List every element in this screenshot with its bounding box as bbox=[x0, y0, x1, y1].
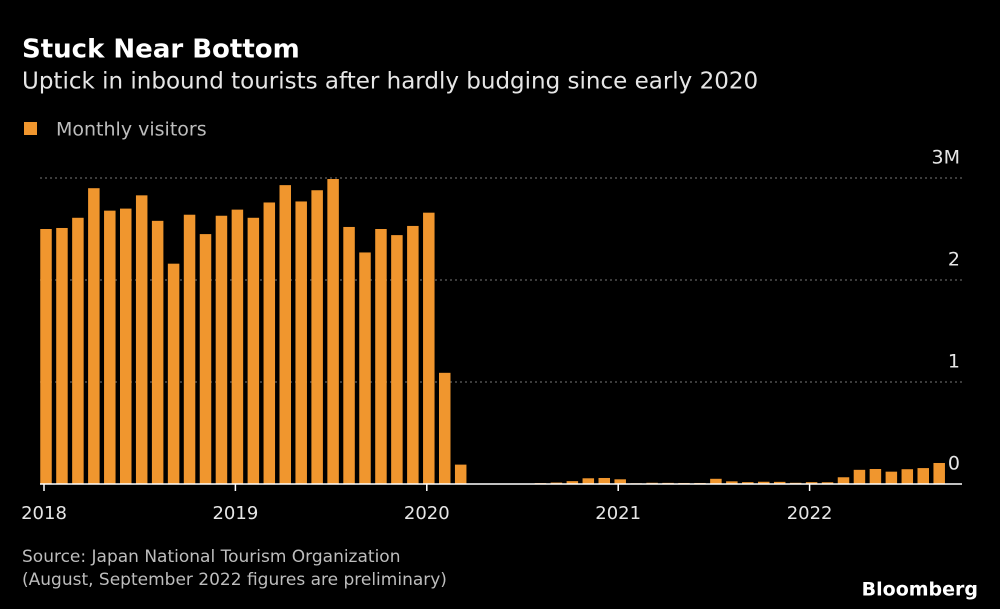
source: Source: Japan National Tourism Organizat… bbox=[22, 547, 400, 567]
note: (August, September 2022 figures are prel… bbox=[22, 570, 447, 590]
bar bbox=[773, 481, 786, 484]
bar bbox=[343, 226, 355, 484]
x-tick-label: 2020 bbox=[404, 503, 450, 524]
bar bbox=[72, 217, 84, 484]
bar bbox=[917, 468, 929, 484]
bar bbox=[805, 482, 818, 484]
bar bbox=[104, 210, 116, 484]
bar bbox=[279, 185, 291, 484]
bar bbox=[88, 188, 100, 484]
bar bbox=[869, 469, 882, 484]
bar bbox=[327, 179, 339, 484]
bar bbox=[821, 482, 834, 484]
bar bbox=[56, 227, 68, 485]
chart-subtitle: Uptick in inbound tourists after hardly … bbox=[22, 69, 758, 95]
bar bbox=[375, 229, 387, 484]
bar bbox=[423, 212, 435, 484]
bar bbox=[853, 469, 866, 484]
bar bbox=[933, 462, 945, 484]
bar bbox=[295, 201, 307, 484]
y-tick-label: 1 bbox=[948, 351, 960, 373]
bar bbox=[231, 209, 244, 484]
legend-swatch bbox=[24, 122, 37, 135]
bar bbox=[40, 229, 52, 484]
bar bbox=[359, 252, 371, 484]
bar bbox=[199, 234, 212, 484]
bar bbox=[901, 469, 914, 484]
bar bbox=[454, 464, 467, 484]
x-tick-label: 2019 bbox=[212, 503, 258, 524]
bar bbox=[598, 477, 610, 484]
bar bbox=[614, 479, 626, 484]
bar bbox=[439, 372, 451, 484]
logo: Bloomberg bbox=[862, 579, 978, 601]
bar bbox=[215, 215, 228, 485]
bar bbox=[742, 482, 754, 484]
x-tick-label: 2021 bbox=[595, 503, 641, 524]
bar bbox=[151, 220, 164, 484]
bar bbox=[311, 190, 323, 485]
chart-title: Stuck Near Bottom bbox=[22, 35, 300, 65]
bar bbox=[582, 478, 595, 484]
y-tick-label: 0 bbox=[948, 453, 960, 475]
bar bbox=[726, 481, 738, 484]
bar bbox=[120, 208, 132, 484]
bar bbox=[710, 478, 722, 484]
bar bbox=[391, 235, 403, 484]
y-tick-label: 3M bbox=[932, 147, 960, 169]
bar bbox=[135, 195, 148, 484]
x-tick-label: 2022 bbox=[787, 503, 833, 524]
y-tick-label: 2 bbox=[948, 249, 960, 271]
bar bbox=[885, 471, 898, 484]
bar bbox=[758, 481, 770, 484]
x-tick-label: 2018 bbox=[21, 503, 67, 524]
bar bbox=[167, 263, 180, 484]
bar bbox=[837, 477, 850, 484]
bar bbox=[183, 214, 196, 484]
bar bbox=[247, 217, 260, 484]
bar bbox=[263, 202, 276, 485]
legend-label: Monthly visitors bbox=[56, 119, 207, 141]
bar bbox=[407, 225, 419, 484]
bar bbox=[566, 481, 579, 484]
